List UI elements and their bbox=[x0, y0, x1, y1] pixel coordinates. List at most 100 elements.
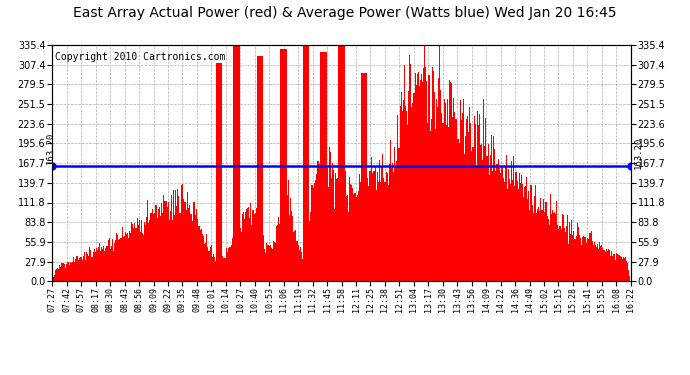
Bar bbox=[169, 220, 170, 281]
Bar bbox=[261, 56, 262, 281]
Bar bbox=[537, 209, 538, 281]
Bar bbox=[77, 260, 79, 281]
Bar bbox=[575, 236, 577, 281]
Bar bbox=[213, 254, 214, 281]
Bar bbox=[232, 237, 233, 281]
Bar bbox=[152, 214, 154, 281]
Bar bbox=[111, 246, 112, 281]
Bar bbox=[140, 232, 141, 281]
Bar bbox=[457, 139, 459, 281]
Bar bbox=[84, 252, 85, 281]
Bar bbox=[615, 260, 616, 281]
Bar bbox=[147, 200, 148, 281]
Bar bbox=[102, 249, 103, 281]
Bar bbox=[552, 210, 553, 281]
Bar bbox=[526, 177, 527, 281]
Bar bbox=[618, 255, 620, 281]
Bar bbox=[274, 242, 275, 281]
Bar bbox=[65, 268, 66, 281]
Bar bbox=[497, 164, 498, 281]
Bar bbox=[315, 180, 316, 281]
Bar bbox=[57, 268, 58, 281]
Bar bbox=[311, 185, 313, 281]
Bar bbox=[500, 173, 502, 281]
Bar bbox=[189, 205, 190, 281]
Bar bbox=[231, 245, 232, 281]
Bar bbox=[434, 92, 435, 281]
Bar bbox=[154, 213, 155, 281]
Bar bbox=[579, 235, 580, 281]
Bar bbox=[584, 237, 585, 281]
Bar bbox=[255, 213, 256, 281]
Bar bbox=[571, 220, 572, 281]
Bar bbox=[95, 252, 96, 281]
Bar bbox=[273, 240, 274, 281]
Bar bbox=[112, 238, 113, 281]
Bar bbox=[556, 201, 558, 281]
Bar bbox=[599, 243, 600, 281]
Bar bbox=[433, 71, 434, 281]
Bar bbox=[293, 232, 295, 281]
Bar bbox=[577, 223, 578, 281]
Bar bbox=[171, 195, 172, 281]
Bar bbox=[463, 99, 464, 281]
Bar bbox=[119, 239, 121, 281]
Bar bbox=[583, 236, 584, 281]
Bar bbox=[330, 152, 331, 281]
Bar bbox=[390, 140, 391, 281]
Bar bbox=[464, 154, 465, 281]
Bar bbox=[600, 246, 601, 281]
Bar bbox=[210, 245, 212, 281]
Bar bbox=[146, 217, 147, 281]
Bar bbox=[175, 190, 176, 281]
Bar bbox=[544, 212, 546, 281]
Bar bbox=[453, 98, 454, 281]
Bar bbox=[424, 42, 425, 281]
Bar bbox=[502, 178, 504, 281]
Bar bbox=[539, 211, 540, 281]
Bar bbox=[139, 220, 140, 281]
Bar bbox=[118, 240, 119, 281]
Bar bbox=[75, 259, 77, 281]
Bar bbox=[469, 107, 471, 281]
Bar bbox=[624, 258, 625, 281]
Bar bbox=[197, 219, 198, 281]
Bar bbox=[67, 262, 68, 281]
Bar bbox=[538, 207, 539, 281]
Bar bbox=[342, 45, 343, 281]
Bar bbox=[400, 106, 401, 281]
Bar bbox=[264, 249, 266, 281]
Bar bbox=[228, 248, 229, 281]
Bar bbox=[226, 248, 227, 281]
Bar bbox=[481, 144, 482, 281]
Bar bbox=[100, 251, 101, 281]
Bar bbox=[562, 215, 564, 281]
Bar bbox=[401, 92, 402, 281]
Bar bbox=[239, 228, 241, 281]
Text: Copyright 2010 Cartronics.com: Copyright 2010 Cartronics.com bbox=[55, 52, 225, 62]
Bar bbox=[250, 203, 251, 281]
Bar bbox=[523, 197, 524, 281]
Bar bbox=[597, 244, 598, 281]
Bar bbox=[614, 254, 615, 281]
Bar bbox=[427, 123, 428, 281]
Bar bbox=[369, 171, 371, 281]
Bar bbox=[564, 228, 565, 281]
Bar bbox=[314, 183, 315, 281]
Bar bbox=[533, 196, 535, 281]
Bar bbox=[258, 56, 259, 281]
Bar bbox=[306, 45, 307, 281]
Bar bbox=[627, 264, 628, 281]
Bar bbox=[462, 114, 463, 281]
Bar bbox=[212, 257, 213, 281]
Bar bbox=[492, 171, 493, 281]
Bar bbox=[456, 119, 457, 281]
Bar bbox=[73, 257, 75, 281]
Bar bbox=[535, 185, 536, 281]
Bar bbox=[206, 234, 208, 281]
Bar bbox=[237, 45, 239, 281]
Bar bbox=[371, 157, 372, 281]
Bar bbox=[336, 178, 337, 281]
Bar bbox=[519, 173, 520, 281]
Bar bbox=[340, 45, 342, 281]
